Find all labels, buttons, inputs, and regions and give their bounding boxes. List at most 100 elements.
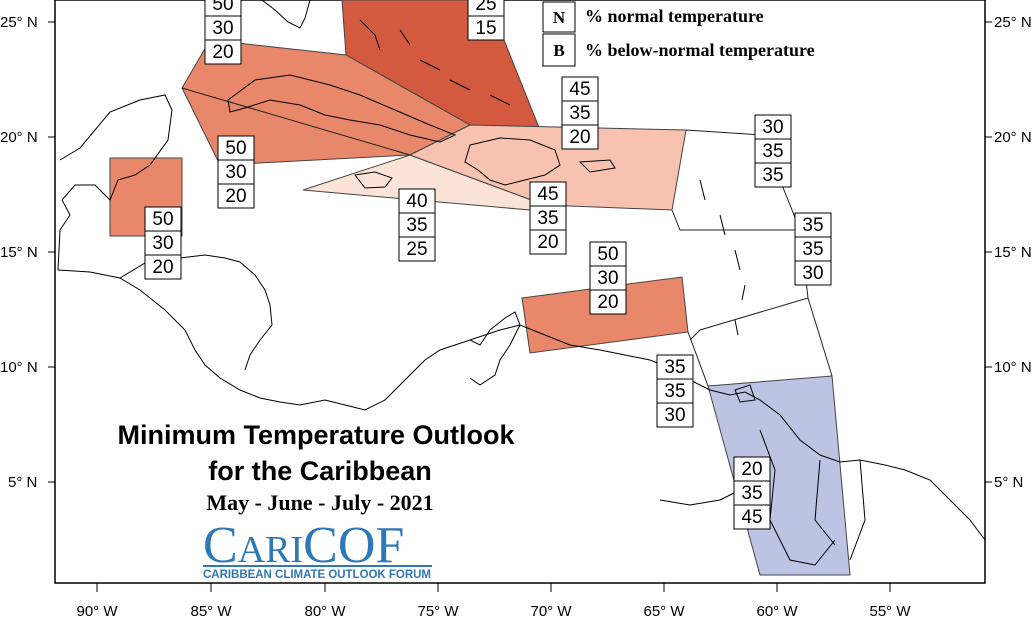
- coast-guianas-borders: [759, 429, 866, 566]
- x-tick-70: 70° W: [530, 603, 572, 620]
- coastlines: [57, 0, 986, 566]
- x-tick-75: 75° W: [417, 603, 459, 620]
- coast-lesser-antilles: [699, 179, 746, 336]
- prob-cell-trinidad-1: [656, 378, 694, 404]
- map-title-line1: Minimum Temperature Outlook: [117, 420, 515, 450]
- y-tick-right-25: 25° N: [994, 14, 1032, 31]
- y-tick-right-10: 10° N: [994, 359, 1032, 376]
- prob-value-guianas-1: 35: [741, 483, 762, 504]
- prob-cell-belize-2: [144, 254, 182, 280]
- prob-value-guianas-2: 45: [741, 507, 762, 528]
- prob-value-hispaniola-north-0: 45: [569, 79, 590, 100]
- x-tick-55: 55° W: [869, 603, 911, 620]
- prob-box-leeward-east: 35 35 30: [794, 212, 832, 286]
- prob-box-cuba-top: 50 30 20: [204, 0, 242, 65]
- prob-value-leeward-north-1: 35: [762, 141, 783, 162]
- prob-cell-trinidad-2: [656, 402, 694, 428]
- prob-value-cuba-south-1: 30: [225, 162, 246, 183]
- x-tick-90: 90° W: [76, 603, 118, 620]
- coast-south-america-west: [659, 489, 741, 506]
- x-axis: 90° W 85° W 80° W 75° W 70° W 65° W 60° …: [76, 583, 911, 620]
- prob-value-hispaniola-north-1: 35: [569, 103, 590, 124]
- prob-cell-leeward-east-0: [794, 212, 832, 238]
- y-tick-left-5: 5° N: [8, 474, 37, 491]
- prob-value-belize-1: 30: [152, 233, 173, 254]
- coast-jamaica: [354, 171, 393, 189]
- logo-wordmark: CARICOF: [203, 517, 404, 574]
- coast-cuba: [227, 74, 457, 143]
- prob-box-hispaniola-north: 45 35 20: [561, 76, 599, 150]
- prob-value-abc-islands-1: 30: [597, 268, 618, 289]
- region-divider-cuba: [181, 87, 411, 156]
- prob-value-hispaniola-south-1: 35: [537, 208, 558, 229]
- coast-central-america: [57, 269, 521, 411]
- prob-cell-hispaniola-south-2: [529, 229, 567, 255]
- prob-value-guianas-0: 20: [741, 459, 762, 480]
- prob-value-trinidad-1: 35: [664, 381, 685, 402]
- prob-value-cuba-south-0: 50: [225, 138, 246, 159]
- prob-value-hispaniola-north-2: 20: [569, 127, 590, 148]
- legend-key-box-n: [542, 1, 576, 33]
- prob-value-leeward-east-2: 30: [802, 263, 823, 284]
- y-tick-left-15: 15° N: [0, 244, 38, 261]
- prob-value-cuba-top-0: 50: [212, 0, 233, 15]
- prob-cell-hispaniola-north-0: [561, 76, 599, 102]
- prob-cell-hispaniola-north-1: [561, 100, 599, 126]
- y-tick-left-25: 25° N: [0, 14, 38, 31]
- prob-cell-cuba-top-1: [204, 15, 242, 41]
- map-period: May - June - July - 2021: [206, 490, 433, 515]
- coast-yucatan: [57, 94, 173, 271]
- prob-value-belize-0: 50: [152, 209, 173, 230]
- coast-south-america: [469, 324, 986, 541]
- prob-value-leeward-east-0: 35: [802, 215, 823, 236]
- prob-cell-cuba-south-2: [217, 183, 255, 209]
- prob-value-leeward-north-2: 35: [762, 165, 783, 186]
- prob-value-cuba-top-2: 20: [212, 42, 233, 63]
- prob-cell-bahamas-1: [467, 15, 505, 41]
- prob-cell-guianas-1: [733, 480, 771, 506]
- prob-cell-cuba-south-1: [217, 159, 255, 185]
- prob-value-trinidad-0: 35: [664, 357, 685, 378]
- map-title-line2: for the Caribbean: [208, 456, 432, 486]
- y-tick-right-5: 5° N: [994, 474, 1023, 491]
- prob-cell-abc-islands-2: [589, 289, 627, 315]
- region-eastern-outline: [807, 297, 833, 377]
- coast-trinidad: [734, 384, 756, 403]
- prob-cell-leeward-north-0: [754, 114, 792, 140]
- y-tick-left-10: 10° N: [0, 359, 38, 376]
- logo-subtitle: CARIBBEAN CLIMATE OUTLOOK FORUM: [203, 569, 431, 581]
- legend: N % normal temperature B % below-normal …: [542, 1, 815, 67]
- prob-cell-belize-1: [144, 230, 182, 256]
- coast-hispaniola: [464, 137, 561, 186]
- coast-florida: [261, 0, 311, 29]
- prob-cell-belize-0: [144, 206, 182, 232]
- legend-label-n: % normal temperature: [585, 6, 764, 26]
- prob-value-abc-islands-2: 20: [597, 292, 618, 313]
- prob-value-hispaniola-south-2: 20: [537, 232, 558, 253]
- prob-cell-guianas-2: [733, 504, 771, 530]
- prob-cell-hispaniola-north-2: [561, 124, 599, 150]
- prob-cell-leeward-east-2: [794, 260, 832, 286]
- prob-value-jamaica-1: 35: [406, 215, 427, 236]
- prob-value-jamaica-0: 40: [406, 191, 427, 212]
- region-hispaniola: [408, 124, 687, 211]
- x-tick-80: 80° W: [304, 603, 346, 620]
- prob-box-belize: 50 30 20: [144, 206, 182, 280]
- legend-key-n: N: [553, 8, 566, 27]
- prob-value-belize-2: 20: [152, 257, 173, 278]
- prob-box-jamaica: 40 35 25: [398, 188, 436, 262]
- prob-box-leeward-north: 30 35 35: [754, 114, 792, 188]
- x-tick-60: 60° W: [756, 603, 798, 620]
- region-leeward-divider: [671, 209, 800, 231]
- prob-cell-cuba-south-0: [217, 135, 255, 161]
- prob-cell-jamaica-2: [398, 236, 436, 262]
- prob-box-hispaniola-south: 45 35 20: [529, 181, 567, 255]
- prob-value-cuba-south-2: 20: [225, 186, 246, 207]
- prob-box-abc-islands: 50 30 20: [589, 241, 627, 315]
- coast-bahamas: [359, 19, 511, 106]
- prob-cell-trinidad-0: [656, 354, 694, 380]
- coast-puerto-rico: [578, 159, 616, 173]
- caricof-logo: CARICOF CARIBBEAN CLIMATE OUTLOOK FORUM: [203, 517, 432, 581]
